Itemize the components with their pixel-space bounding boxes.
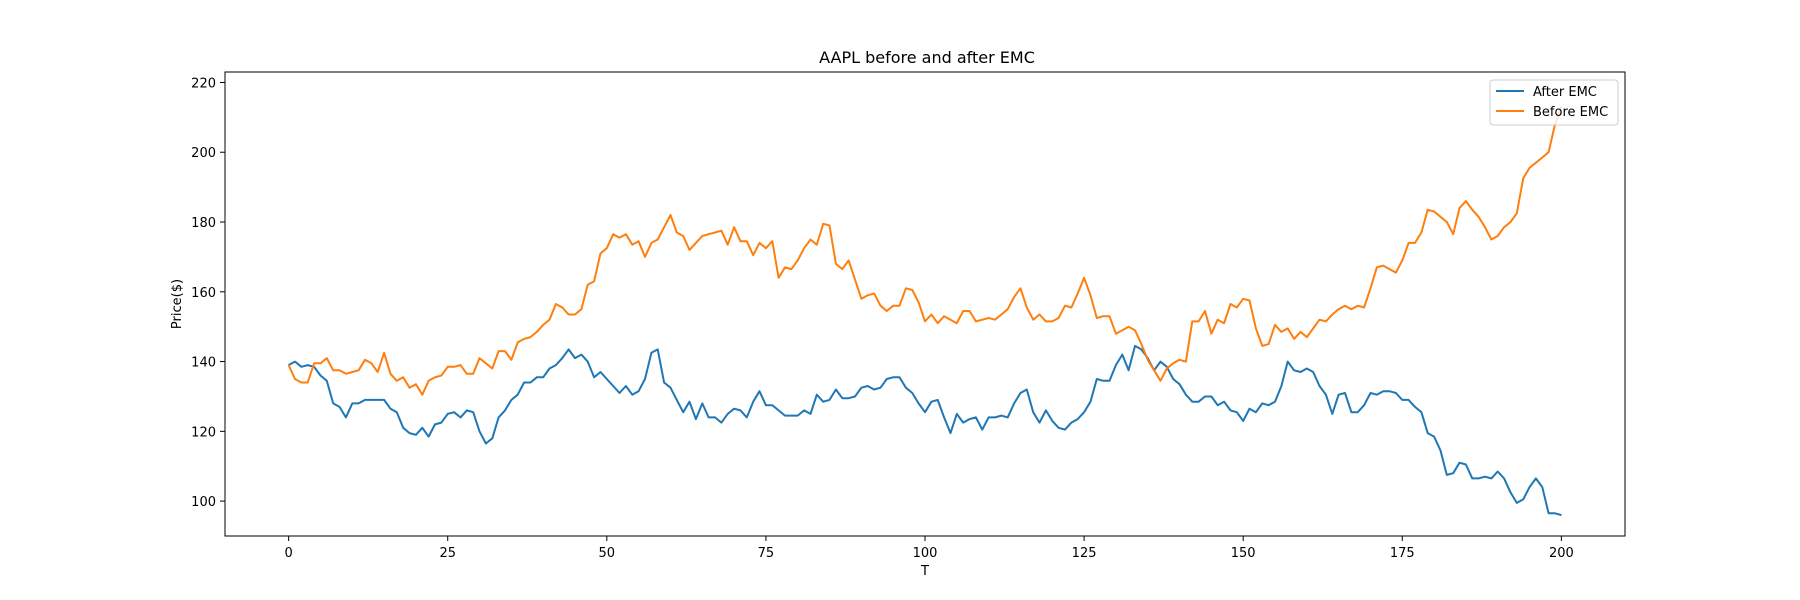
series-line-after-emc (288, 344, 1562, 517)
y-tick-label: 220 (191, 76, 216, 91)
y-tick-label: 200 (191, 146, 216, 161)
legend-label-after-emc: After EMC (1533, 85, 1597, 100)
x-axis-title: T (920, 564, 929, 579)
legend: After EMC Before EMC (1489, 79, 1619, 126)
x-tick-label: 100 (913, 546, 938, 561)
series-line-before-emc (287, 106, 1563, 396)
x-tick-label: 200 (1549, 546, 1574, 561)
y-tick-label: 160 (191, 286, 216, 301)
y-tick-label: 140 (191, 356, 216, 371)
y-tick-label: 180 (191, 216, 216, 231)
x-tick-label: 150 (1231, 546, 1256, 561)
x-tick-label: 175 (1390, 546, 1415, 561)
y-axis: 100 120 140 160 180 200 220 (191, 76, 225, 510)
legend-label-before-emc: Before EMC (1533, 105, 1608, 120)
y-tick-label: 120 (191, 425, 216, 440)
chart-title: AAPL before and after EMC (819, 48, 1035, 67)
x-tick-label: 125 (1072, 546, 1097, 561)
plot-frame (224, 71, 1626, 537)
y-axis-title: Price($) (170, 279, 185, 329)
x-tick-label: 0 (284, 546, 292, 561)
y-tick-label: 100 (191, 495, 216, 510)
x-tick-label: 25 (439, 546, 456, 561)
x-tick-label: 75 (758, 546, 775, 561)
series-layer (287, 106, 1563, 517)
x-tick-label: 50 (599, 546, 616, 561)
x-axis: 0 25 50 75 100 125 150 175 200 (284, 536, 1574, 561)
